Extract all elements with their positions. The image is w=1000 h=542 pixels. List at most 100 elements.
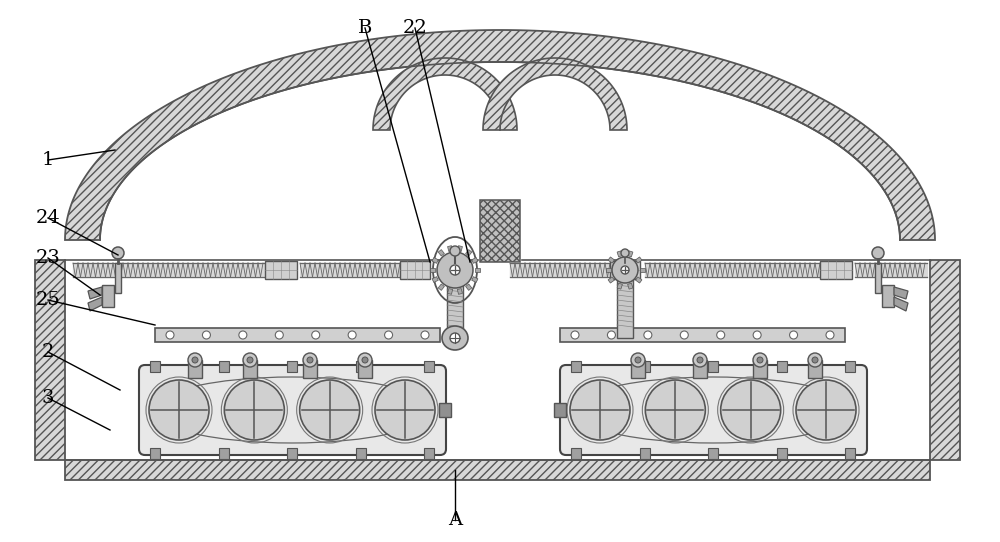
Text: A: A xyxy=(448,511,462,529)
Circle shape xyxy=(224,380,284,440)
Bar xyxy=(155,328,440,342)
Circle shape xyxy=(450,246,460,256)
Circle shape xyxy=(631,353,645,367)
Bar xyxy=(640,361,650,372)
Bar xyxy=(65,460,930,480)
Circle shape xyxy=(307,357,313,363)
Circle shape xyxy=(348,331,356,339)
Circle shape xyxy=(202,331,210,339)
Circle shape xyxy=(697,357,703,363)
Bar xyxy=(424,361,434,372)
Circle shape xyxy=(192,357,198,363)
Bar xyxy=(628,251,633,257)
Bar xyxy=(218,448,228,459)
Circle shape xyxy=(571,331,579,339)
Bar xyxy=(708,448,718,459)
Circle shape xyxy=(621,249,629,257)
Bar xyxy=(776,448,786,459)
Bar xyxy=(265,261,297,279)
Bar xyxy=(875,263,881,293)
FancyBboxPatch shape xyxy=(139,365,446,455)
Bar xyxy=(438,284,444,291)
Bar xyxy=(617,277,633,338)
Polygon shape xyxy=(88,287,102,299)
Bar xyxy=(480,200,520,262)
Circle shape xyxy=(812,357,818,363)
Circle shape xyxy=(112,247,124,259)
Circle shape xyxy=(621,266,629,274)
Bar xyxy=(188,360,202,378)
Bar xyxy=(608,257,614,263)
Bar xyxy=(457,246,462,251)
Bar xyxy=(287,448,297,459)
Bar xyxy=(845,361,855,372)
Circle shape xyxy=(358,353,372,367)
Circle shape xyxy=(375,380,435,440)
Bar xyxy=(356,448,366,459)
Ellipse shape xyxy=(442,326,468,350)
Circle shape xyxy=(721,380,781,440)
Bar xyxy=(845,448,855,459)
Circle shape xyxy=(872,247,884,259)
Circle shape xyxy=(826,331,834,339)
Circle shape xyxy=(808,353,822,367)
FancyBboxPatch shape xyxy=(560,365,867,455)
Bar xyxy=(115,263,121,293)
Bar xyxy=(432,276,438,282)
Circle shape xyxy=(421,331,429,339)
Bar xyxy=(430,268,435,272)
Circle shape xyxy=(362,357,368,363)
Bar xyxy=(753,360,767,378)
Circle shape xyxy=(166,331,174,339)
Bar xyxy=(776,361,786,372)
Text: 1: 1 xyxy=(42,151,54,169)
Bar xyxy=(475,268,480,272)
Bar xyxy=(882,285,894,307)
Circle shape xyxy=(303,353,317,367)
Circle shape xyxy=(753,331,761,339)
Bar xyxy=(472,276,478,282)
Bar xyxy=(631,360,645,378)
Bar xyxy=(636,277,642,283)
Bar xyxy=(466,284,472,291)
Circle shape xyxy=(247,357,253,363)
Circle shape xyxy=(312,331,320,339)
Circle shape xyxy=(757,357,763,363)
Bar xyxy=(424,448,434,459)
Text: B: B xyxy=(358,19,372,37)
Bar xyxy=(628,283,633,289)
Circle shape xyxy=(243,353,257,367)
Bar xyxy=(439,403,451,417)
Bar xyxy=(448,246,453,251)
Bar xyxy=(554,403,566,417)
Bar xyxy=(571,361,581,372)
Bar xyxy=(432,257,438,263)
Polygon shape xyxy=(88,297,102,311)
Circle shape xyxy=(612,257,638,283)
Bar xyxy=(640,268,644,272)
Bar xyxy=(150,361,160,372)
Bar xyxy=(617,251,622,257)
Bar xyxy=(457,288,462,294)
Circle shape xyxy=(437,252,473,288)
Polygon shape xyxy=(894,297,908,311)
Bar xyxy=(610,261,640,279)
Bar xyxy=(617,283,622,289)
Circle shape xyxy=(607,331,615,339)
Circle shape xyxy=(635,357,641,363)
Circle shape xyxy=(790,331,798,339)
Circle shape xyxy=(753,353,767,367)
Circle shape xyxy=(717,331,725,339)
Circle shape xyxy=(450,265,460,275)
Circle shape xyxy=(385,331,393,339)
Circle shape xyxy=(693,353,707,367)
Circle shape xyxy=(644,331,652,339)
Bar xyxy=(560,328,845,342)
Bar xyxy=(571,448,581,459)
Polygon shape xyxy=(65,30,935,240)
Circle shape xyxy=(570,380,630,440)
Bar xyxy=(930,260,960,460)
Bar xyxy=(448,288,453,294)
Text: 25: 25 xyxy=(36,291,60,309)
Bar xyxy=(636,257,642,263)
